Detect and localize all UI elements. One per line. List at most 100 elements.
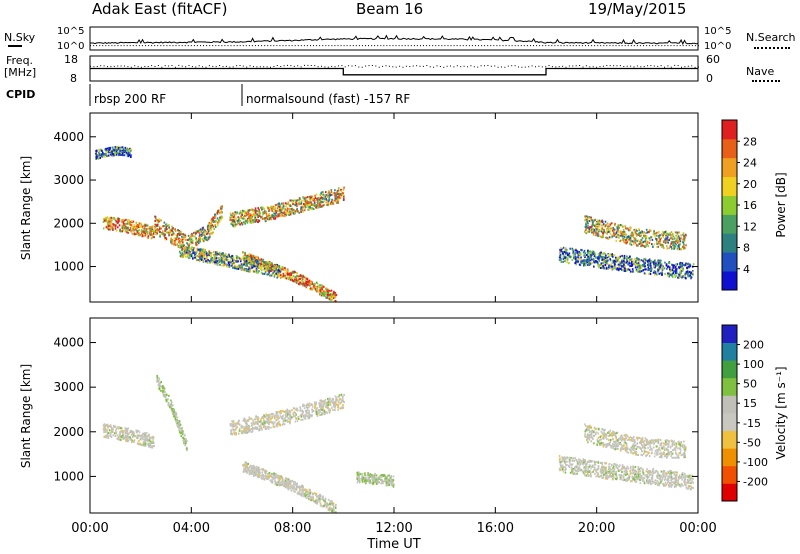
power-point	[640, 264, 642, 267]
power-point	[297, 198, 300, 201]
power-point	[292, 199, 294, 202]
power-point	[128, 219, 131, 222]
velocity-point	[232, 424, 234, 426]
power-point	[148, 227, 151, 230]
power-point	[621, 254, 623, 257]
power-point	[207, 252, 209, 254]
power-point	[165, 223, 167, 226]
power-point	[109, 219, 112, 222]
velocity-point	[145, 436, 148, 439]
power-point	[106, 147, 109, 150]
power-point	[327, 288, 329, 291]
velocity-point	[102, 424, 105, 427]
power-point	[337, 196, 339, 199]
power-point	[97, 154, 99, 157]
velocity-point	[183, 437, 185, 440]
power-point	[201, 250, 204, 253]
velocity-point	[283, 411, 286, 413]
power-point	[178, 237, 180, 240]
power-point	[207, 237, 210, 240]
power-colorbar-segment-0	[722, 271, 737, 291]
velocity-point	[119, 427, 122, 430]
power-point	[156, 220, 158, 223]
power-point	[325, 198, 327, 200]
power-point	[188, 249, 190, 252]
power-point	[602, 263, 605, 266]
power-point	[561, 248, 563, 251]
power-point	[293, 209, 295, 212]
power-point	[565, 247, 567, 250]
power-point	[304, 199, 307, 202]
velocity-point	[230, 432, 232, 435]
power-point	[261, 215, 263, 218]
power-point	[165, 238, 168, 241]
power-point	[248, 216, 250, 218]
velocity-point	[133, 432, 135, 435]
power-point	[199, 238, 202, 241]
power-point	[202, 231, 205, 234]
power-point	[284, 274, 287, 277]
power-point	[167, 224, 170, 227]
power-point	[174, 228, 176, 231]
power-point	[653, 261, 655, 264]
freq-unit-label: [MHz]	[4, 66, 37, 79]
power-point	[273, 271, 276, 274]
velocity-point	[132, 434, 135, 437]
nsearch-label: N.Search	[746, 31, 796, 44]
power-colorbar-segment-1	[722, 252, 737, 272]
power-point	[628, 262, 631, 265]
velocity-point	[130, 438, 132, 441]
power-point	[289, 210, 291, 213]
power-point	[106, 151, 109, 154]
power-point	[622, 231, 624, 234]
power-point	[254, 211, 257, 214]
power-point	[624, 233, 626, 236]
power-point	[300, 201, 303, 204]
power-point	[107, 154, 110, 157]
power-point	[337, 193, 339, 196]
power-point	[633, 262, 636, 265]
power-point	[590, 229, 592, 232]
power-point	[643, 231, 645, 234]
power-point	[617, 260, 620, 263]
power-point	[223, 261, 225, 264]
power-point	[102, 152, 104, 155]
power-point	[206, 236, 209, 239]
power-point	[299, 274, 302, 277]
velocity-point	[186, 449, 188, 452]
power-point	[262, 272, 264, 275]
power-point	[593, 228, 596, 231]
power-point	[247, 260, 250, 263]
velocity-point	[290, 416, 293, 419]
velocity-point	[107, 424, 109, 427]
power-point	[327, 194, 329, 197]
power-colorbar-label: Power [dB]	[774, 172, 788, 237]
velocity-point	[286, 410, 289, 412]
power-point	[300, 276, 303, 279]
power-point	[176, 236, 178, 238]
power-point	[614, 263, 616, 266]
power-point	[277, 208, 280, 211]
power-point	[236, 219, 239, 222]
power-point	[300, 202, 303, 205]
power-point	[116, 147, 118, 150]
velocity-point	[270, 413, 273, 415]
power-point	[233, 266, 235, 269]
power-point	[631, 234, 633, 237]
power-point	[606, 232, 608, 235]
velocity-point	[343, 401, 345, 404]
velocity-point	[145, 432, 148, 435]
power-point	[111, 154, 114, 157]
velocity-point	[149, 443, 152, 446]
power-point	[220, 211, 222, 214]
velocity-point	[342, 399, 344, 402]
power-point	[595, 221, 598, 224]
velocity-point	[156, 378, 159, 381]
power-point	[246, 258, 248, 261]
velocity-point	[173, 415, 175, 418]
power-point	[313, 198, 315, 201]
power-point	[677, 235, 680, 238]
velocity-point	[184, 440, 187, 443]
power-point	[657, 240, 660, 243]
power-point	[625, 261, 628, 264]
